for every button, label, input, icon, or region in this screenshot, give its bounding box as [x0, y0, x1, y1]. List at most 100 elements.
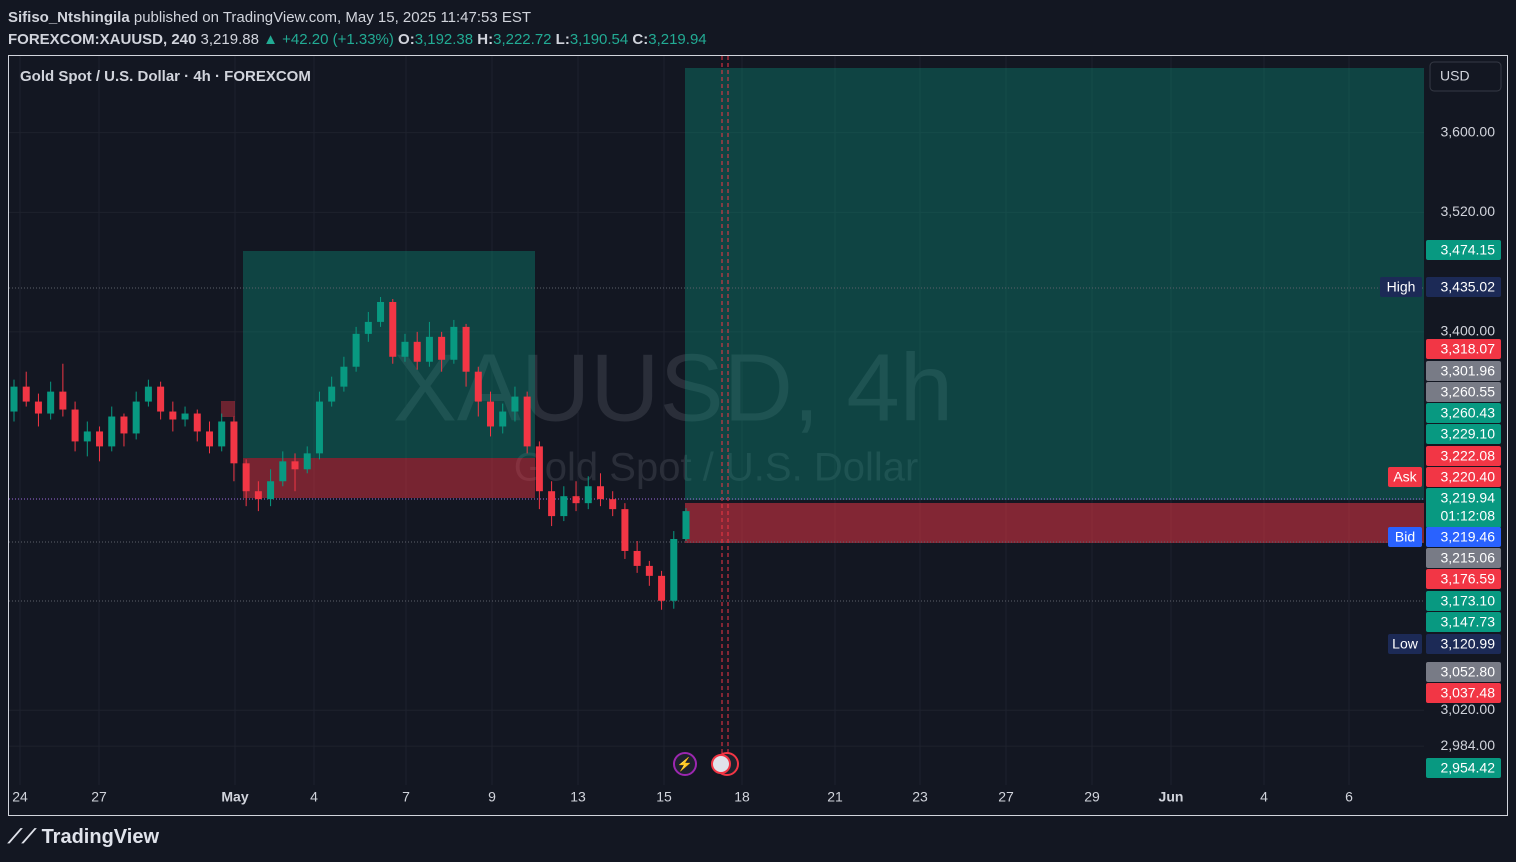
price-tag [1380, 277, 1422, 297]
y-tick-label: 3,400.00 [1441, 323, 1496, 339]
x-tick-label: 23 [912, 789, 928, 805]
price-tag [1388, 467, 1422, 487]
price-badge-label: 3,037.48 [1441, 685, 1496, 701]
candle-body [181, 413, 189, 420]
candle-body [658, 575, 666, 601]
ohlc-value: 3,222.72 [493, 31, 552, 48]
candle-body [315, 401, 323, 454]
candle-body [364, 321, 372, 334]
price-badge-label: 3,215.06 [1441, 550, 1496, 566]
candle-body [499, 411, 507, 427]
price-badge-label: 3,435.02 [1441, 279, 1496, 295]
stop-zone [243, 458, 535, 498]
x-tick-label: 7 [402, 789, 410, 805]
candle-body [157, 386, 165, 412]
last: 3,219.88 [200, 31, 259, 48]
candle-body [462, 326, 470, 372]
change: ▲ +42.20 (+1.33%) [263, 31, 394, 48]
price-badge [1426, 634, 1501, 654]
header: Sifiso_Ntshingila published on TradingVi… [8, 7, 707, 51]
x-tick-label: 27 [91, 789, 107, 805]
currency-button[interactable] [1429, 61, 1502, 92]
candle-body [132, 401, 140, 434]
price-tag-label: Ask [1393, 469, 1417, 485]
price-tag [1388, 634, 1422, 654]
candle-body [120, 416, 128, 434]
ohlc-value: 3,192.38 [414, 31, 474, 48]
x-tick-label: 4 [310, 789, 318, 805]
candle-body [511, 396, 519, 412]
price-badge-label: 3,173.10 [1441, 593, 1496, 609]
price-badge [1426, 382, 1501, 402]
flag-icon[interactable] [711, 754, 731, 774]
event-icon-glyph[interactable]: ⚡ [677, 756, 693, 772]
candle-body [267, 481, 275, 500]
candle-body [254, 491, 262, 500]
price-badge [1426, 277, 1501, 297]
candle-body [59, 391, 67, 410]
target-zone [685, 68, 1424, 500]
price-axis: 3,600.00 3,520.00 3,400.00 3,020.00 2,984.00… [1380, 123, 1501, 778]
price-badge [1426, 548, 1501, 568]
price-badge-label: 2,954.42 [1441, 760, 1496, 776]
pane-title: Gold Spot / U.S. Dollar · 4h · FOREXCOM [20, 68, 311, 85]
candle-body [83, 431, 91, 442]
price-badge-label: 3,474.15 [1441, 242, 1496, 258]
price-badge [1426, 569, 1501, 589]
x-tick-label: May [221, 789, 248, 805]
author: Sifiso_Ntshingila [8, 9, 130, 26]
candle-body [609, 499, 617, 510]
candle-body [144, 386, 152, 402]
candle-body [487, 401, 495, 427]
event-icon[interactable] [673, 752, 697, 776]
candle-body [633, 550, 641, 566]
candle-body [450, 326, 458, 360]
candle-body [47, 391, 55, 414]
x-tick-label: 24 [12, 789, 28, 805]
y-tick-label: 2,984.00 [1441, 737, 1496, 753]
x-tick-label: 21 [827, 789, 843, 805]
candle-body [401, 341, 409, 357]
candle-body [352, 333, 360, 367]
price-tag [1388, 527, 1422, 547]
price-badge [1426, 339, 1501, 359]
candle-body [670, 539, 678, 601]
candle-body [535, 446, 543, 492]
ohlc: O:3,192.38 H:3,222.72 L:3,190.54 C:3,219… [398, 31, 707, 48]
price-badge-label: 3,260.43 [1441, 405, 1496, 421]
ohlc-key: L: [555, 31, 570, 48]
candle-body [621, 509, 629, 551]
candle-body [523, 396, 531, 447]
candle-body [328, 386, 336, 402]
published: published on TradingView.com, May 15, 20… [133, 9, 532, 26]
price-tag-label: High [1387, 279, 1416, 295]
ohlc-key: C: [632, 31, 649, 48]
price-tag-label: Bid [1395, 529, 1415, 545]
candle-body [682, 511, 690, 540]
price-badge-label: 3,147.73 [1441, 614, 1496, 630]
ohlc-key: H: [477, 31, 494, 48]
candle-body [377, 301, 385, 322]
x-tick-label: 27 [998, 789, 1014, 805]
currency[interactable]: USD [1440, 68, 1470, 84]
y-tick-label: 3,520.00 [1441, 203, 1496, 219]
candle-body [425, 336, 433, 362]
price-badge [1426, 467, 1501, 487]
candle-body [10, 386, 18, 412]
candle-body [169, 411, 177, 420]
price-badge [1426, 683, 1501, 703]
price-badge-label: 3,301.96 [1441, 363, 1496, 379]
price-badge-label: 3,219.94 [1441, 490, 1496, 506]
price-badge [1426, 612, 1501, 632]
time-axis: 24 27 May 4 7 9 13 15 18 21 23 27 29 Jun 4 6 [12, 789, 1353, 805]
price-badge-label: 3,318.07 [1441, 341, 1496, 357]
zone [221, 401, 235, 417]
x-tick-label: 9 [488, 789, 496, 805]
footer: ⟋⟋ TradingView [8, 826, 160, 848]
x-tick-label: 15 [656, 789, 672, 805]
candle-body [474, 371, 482, 402]
price-badge [1426, 446, 1501, 466]
price-badge [1426, 488, 1501, 528]
x-tick-label: Jun [1159, 789, 1184, 805]
